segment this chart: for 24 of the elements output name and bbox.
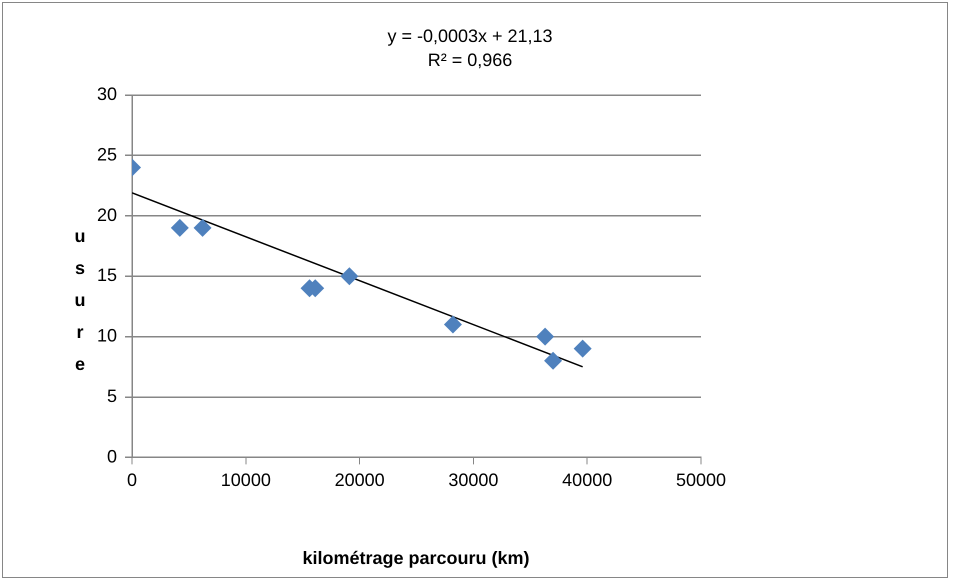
y-tick-label: 10 — [96, 326, 118, 346]
point — [170, 218, 189, 237]
x-axis-title: kilométrage parcouru (km) — [301, 548, 531, 569]
point — [574, 340, 592, 358]
x-tick-label: 20000 — [334, 470, 385, 490]
x-tick-label: 0 — [127, 470, 138, 490]
point — [536, 328, 554, 346]
point — [444, 316, 462, 334]
y-axis-title: usure — [74, 225, 86, 376]
point — [544, 352, 562, 370]
point — [194, 218, 212, 237]
y-tick-label: 5 — [107, 386, 118, 406]
y-tick-label: 25 — [96, 144, 118, 164]
text: y = -0,0003x + 21,13 — [386, 25, 554, 48]
y-tick-label: 15 — [96, 265, 118, 286]
y-tick-label: 30 — [96, 84, 118, 104]
y-tick-label: 0 — [107, 446, 118, 466]
x-tick-label: 10000 — [220, 470, 271, 490]
y-tick-label: 20 — [96, 204, 118, 225]
x-tick-label: 50000 — [676, 470, 726, 490]
text: R² = 0,966 — [426, 49, 514, 72]
x-tick-label: 40000 — [562, 470, 612, 490]
point — [340, 267, 358, 286]
x-tick-label: 30000 — [448, 470, 498, 490]
